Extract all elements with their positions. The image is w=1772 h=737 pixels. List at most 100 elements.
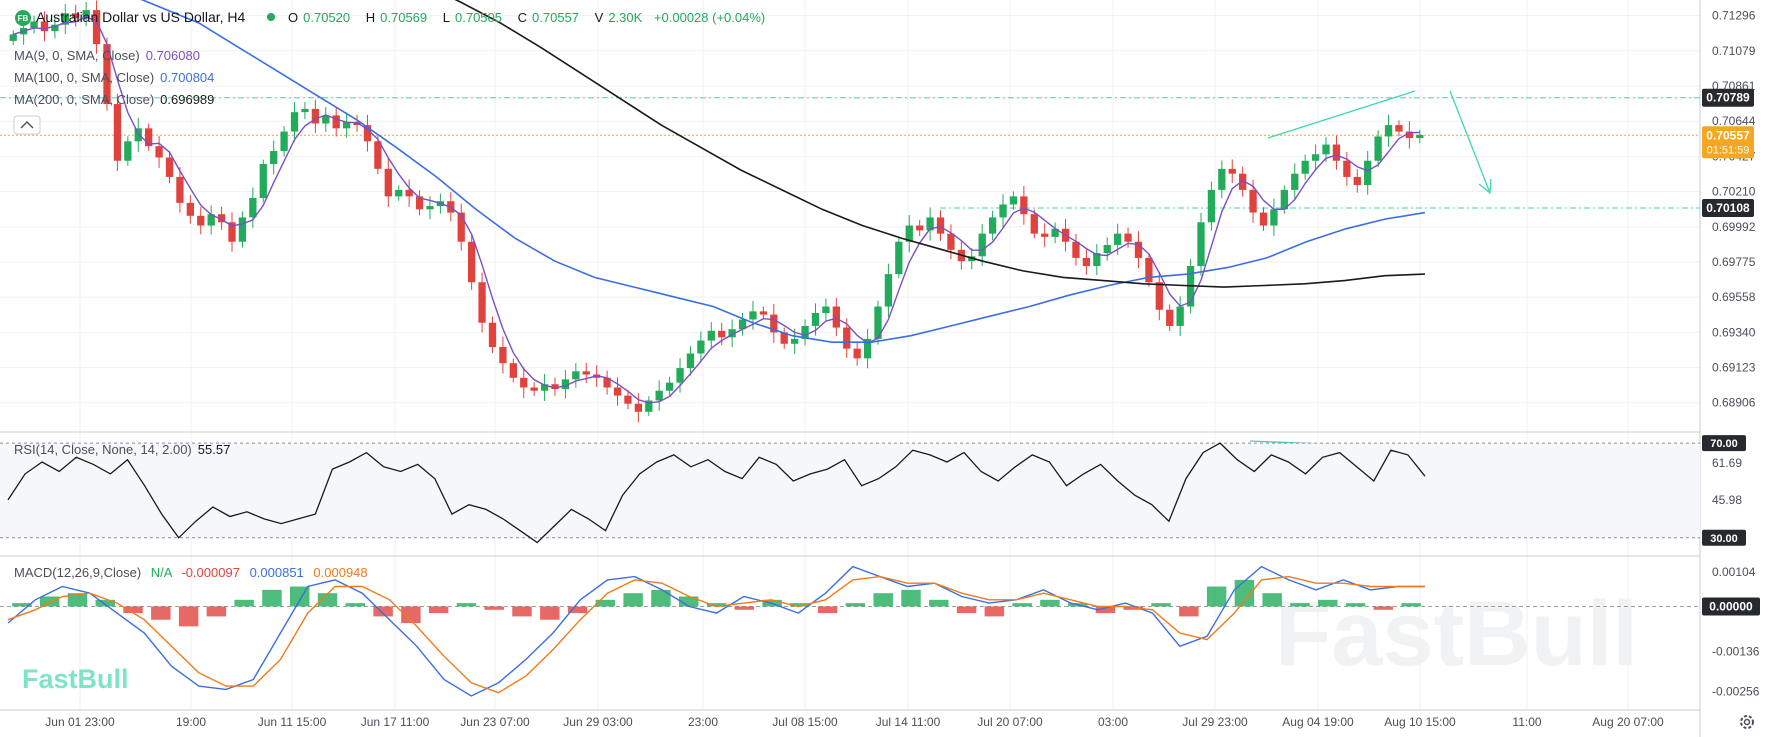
candle-body — [9, 34, 17, 41]
candle-body — [707, 330, 715, 341]
macd-hist-bar — [1234, 579, 1255, 607]
macd-hist-bar — [12, 603, 32, 607]
macd-hist-bar — [595, 599, 616, 607]
candle-body — [947, 233, 955, 250]
candle-body — [1405, 131, 1414, 139]
current-price-tag: 0.70557 01:51:59 — [1702, 126, 1754, 159]
candle-body — [40, 21, 49, 32]
candle-body — [1239, 173, 1247, 190]
candle-body — [1270, 209, 1278, 226]
candle-body — [551, 384, 559, 390]
ma9-legend[interactable]: MA(9, 0, SMA, Close) 0.706080 — [14, 48, 200, 63]
candle-body — [478, 282, 486, 323]
candle-body — [1416, 134, 1424, 139]
candle-body — [1301, 160, 1309, 174]
macd-hist-bar — [456, 603, 477, 607]
candle-body — [374, 141, 382, 169]
rsi-legend[interactable]: RSI(14, Close, None, 14, 2.00) 55.57 — [14, 442, 230, 457]
macd-hist-bar — [1012, 603, 1032, 607]
candle-body — [863, 338, 872, 359]
svg-text:30.00: 30.00 — [1710, 533, 1738, 545]
time-tick-label: Jun 01 23:00 — [45, 715, 115, 729]
price-tick-label: 0.69123 — [1712, 361, 1756, 375]
symbol-logo-icon — [15, 10, 31, 26]
macd-signal-line — [7, 575, 1425, 694]
candle-body — [645, 400, 653, 412]
candle-body — [780, 332, 788, 344]
candle-body — [811, 312, 820, 326]
symbol-logo-text: FB — [18, 14, 29, 23]
candle-body — [1093, 253, 1101, 267]
candle-body — [676, 368, 684, 383]
candle-body — [540, 384, 549, 391]
candle-body — [874, 306, 882, 339]
candle-body — [770, 314, 778, 333]
candle-body — [1322, 144, 1330, 155]
candle-body — [1082, 257, 1091, 267]
macd-hist-bar — [317, 593, 338, 607]
macd-hist-bar — [1290, 603, 1310, 607]
candle-body — [415, 196, 424, 210]
time-tick-label: Jul 29 23:00 — [1182, 715, 1248, 729]
candle-body — [1020, 196, 1028, 215]
macd-hist-bar — [1262, 593, 1282, 607]
candle-body — [426, 206, 434, 210]
macd-tick-label: -0.00256 — [1712, 684, 1760, 698]
ma200-legend[interactable]: MA(200, 0, SMA, Close) 0.696989 — [14, 92, 214, 107]
candle-body — [1103, 244, 1111, 254]
macd-hist-bar — [845, 603, 866, 607]
candle-body — [895, 241, 903, 275]
candle-body — [124, 141, 132, 161]
macd-line — [7, 565, 1425, 697]
candle-body — [332, 115, 340, 129]
candle-body — [1072, 241, 1080, 258]
macd-hist-bar — [817, 606, 838, 614]
settings-gear-icon[interactable] — [1740, 715, 1754, 729]
macd-hist-bar — [401, 606, 421, 624]
macd-hist-bar — [95, 599, 115, 607]
macd-hist-bar — [1318, 599, 1338, 607]
price-trendline[interactable] — [1267, 90, 1416, 139]
macd-hist-bar — [206, 606, 227, 617]
svg-text:0.70789: 0.70789 — [1706, 91, 1750, 105]
rsi-band — [0, 443, 1700, 538]
ma100-legend[interactable]: MA(100, 0, SMA, Close) 0.700804 — [14, 70, 214, 85]
candle-body — [561, 379, 570, 390]
down-arrow-head — [1478, 178, 1492, 195]
candle-body — [82, 10, 90, 19]
macd-legend[interactable]: MACD(12,26,9,Close) N/A -0.000097 0.0008… — [14, 565, 368, 580]
candle-body — [1041, 233, 1049, 237]
svg-text:0.00000: 0.00000 — [1709, 599, 1753, 613]
ohlc-legend: O 0.70520 H 0.70569 L 0.70505 C 0.70557 V 2.3… — [288, 10, 765, 25]
candle-body — [530, 387, 538, 391]
candle-body — [1051, 228, 1059, 237]
macd-hist-bar — [234, 599, 254, 607]
candle-body — [457, 212, 465, 242]
candle-body — [322, 115, 330, 124]
candle-body — [155, 146, 163, 158]
ma9-line — [12, 15, 1420, 404]
candle-body — [165, 157, 174, 177]
candle-body — [905, 225, 913, 242]
candle-body — [301, 108, 309, 113]
candle-body — [1395, 125, 1403, 132]
macd-hist-bar — [1179, 606, 1199, 617]
candle-body — [207, 214, 215, 226]
candle-body — [926, 217, 934, 231]
candle-body — [61, 13, 69, 25]
candle-body — [988, 217, 997, 234]
macd-hist-bar — [262, 589, 282, 607]
down-arrow-shaft[interactable] — [1449, 90, 1491, 194]
candle-body — [217, 214, 226, 223]
time-tick-label: Aug 10 15:00 — [1384, 715, 1456, 729]
macd-hist-bar — [484, 606, 504, 610]
collapse-legend-button[interactable] — [13, 115, 41, 135]
macd-zero-tag: 0.00000 — [1702, 597, 1760, 616]
candle-body — [197, 215, 205, 226]
time-tick-label: Jul 20 07:00 — [977, 715, 1043, 729]
candle-body — [1332, 144, 1341, 161]
price-tick-label: 0.69558 — [1712, 290, 1756, 304]
candle-body — [1009, 196, 1018, 205]
time-tick-label: Jul 14 11:00 — [876, 715, 941, 729]
